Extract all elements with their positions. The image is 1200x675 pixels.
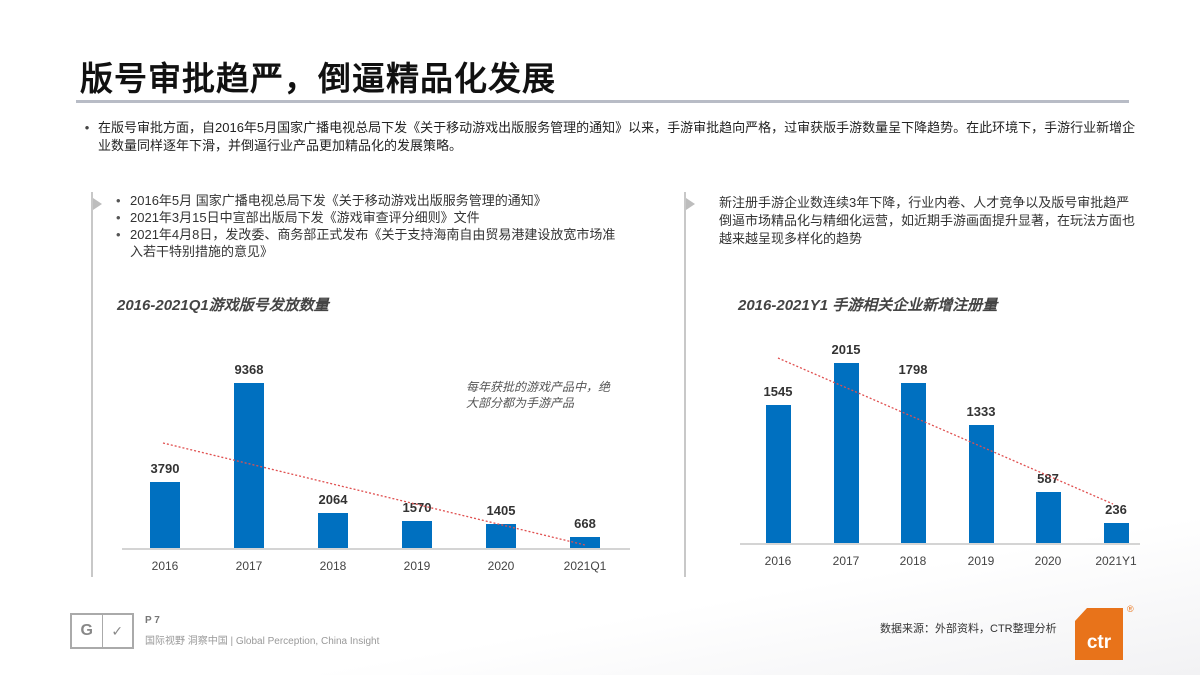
value-label: 587	[1037, 471, 1059, 486]
data-source: 数据来源：外部资料，CTR整理分析	[880, 623, 1057, 635]
left-trendline	[162, 442, 586, 546]
list-item: • 2021年4月8日，发改委、商务部正式发布《关于支持海南自由贸易港建设放宽市场…	[116, 227, 616, 259]
category-label: 2016	[151, 559, 179, 573]
ctr-logo: ctr	[1075, 608, 1123, 660]
category-label: 2020	[1034, 554, 1062, 568]
category-label: 2019	[403, 559, 431, 573]
bar-2021y1	[1104, 523, 1129, 543]
bar-2018	[318, 513, 348, 548]
bar-2020	[1036, 492, 1061, 543]
intro-text: 在版号审批方面，自2016年5月国家广播电视总局下发《关于移动游戏出版服务管理的…	[98, 120, 1136, 153]
left-bullet-list: • 2016年5月 国家广播电视总局下发《关于移动游戏出版服务管理的通知》 • 20…	[116, 192, 636, 260]
left-chart-title: 2016-2021Q1游戏版号发放数量	[117, 297, 329, 314]
value-label: 2015	[831, 342, 861, 357]
page-title: 版号审批趋严，倒逼精品化发展	[80, 60, 556, 97]
category-label: 2020	[487, 559, 515, 573]
category-label: 2018	[899, 554, 927, 568]
bullet-icon: •	[116, 193, 121, 208]
list-item: • 2021年3月15日中宣部出版局下发《游戏审查评分细则》文件	[116, 210, 480, 225]
intro-paragraph: • 在版号审批方面，自2016年5月国家广播电视总局下发《关于移动游戏出版服务管…	[76, 119, 1136, 155]
page-number: P 7	[145, 615, 160, 626]
category-label: 2017	[235, 559, 263, 573]
category-label: 2016	[764, 554, 792, 568]
right-panel-divider	[684, 192, 686, 577]
check-cert-icon: ✓	[111, 622, 124, 639]
value-label: 668	[574, 516, 596, 531]
bar-2016	[150, 482, 180, 548]
bullet-icon: •	[84, 120, 90, 135]
value-label: 9368	[234, 362, 264, 377]
category-label: 2019	[967, 554, 995, 568]
bar-2019	[969, 425, 994, 543]
bar-2017	[234, 383, 264, 548]
registered-mark-icon: ®	[1127, 604, 1134, 614]
value-label: 1333	[966, 404, 996, 419]
bar-2020	[486, 524, 516, 548]
value-label: 2064	[318, 492, 348, 507]
bar-2021q1	[570, 537, 600, 548]
left-panel-divider	[91, 192, 93, 577]
value-label: 1798	[898, 362, 928, 377]
value-label: 1405	[486, 503, 516, 518]
value-label: 3790	[150, 461, 180, 476]
right-chart-x-axis	[740, 543, 1140, 545]
bullet-icon: •	[116, 227, 121, 242]
right-chart-title: 2016-2021Y1 手游相关企业新增注册量	[738, 297, 998, 314]
bullet-icon: •	[116, 210, 121, 225]
bar-2019	[402, 521, 432, 548]
bar-2017	[834, 363, 859, 543]
category-label: 2021Q1	[563, 559, 607, 573]
certification-logo: G ✓	[70, 613, 134, 649]
ctr-logo-text: ctr	[1086, 632, 1112, 653]
left-chart-annotation: 每年获批的游戏产品中，绝大部分都为手游产品	[466, 380, 611, 410]
title-divider	[76, 100, 1129, 103]
left-panel-flag-icon	[93, 198, 102, 210]
bar-2016	[766, 405, 791, 543]
footer-tagline: 国际视野 洞察中国 | Global Perception, China Ins…	[145, 636, 380, 647]
value-label: 1545	[763, 384, 793, 399]
left-chart-x-axis	[122, 548, 630, 550]
category-label: 2017	[832, 554, 860, 568]
category-label: 2018	[319, 559, 347, 573]
right-panel-flag-icon	[686, 198, 695, 210]
bar-2018	[901, 383, 926, 543]
list-item: • 2016年5月 国家广播电视总局下发《关于移动游戏出版服务管理的通知》	[116, 193, 547, 208]
category-label: 2021Y1	[1095, 554, 1137, 568]
value-label: 236	[1105, 502, 1127, 517]
value-label: 1570	[402, 500, 432, 515]
iso-cert-icon: G	[72, 615, 103, 647]
right-panel-text: 新注册手游企业数连续3年下降，行业内卷、人才竞争以及版号审批趋严倒逼市场精品化与…	[719, 195, 1136, 246]
